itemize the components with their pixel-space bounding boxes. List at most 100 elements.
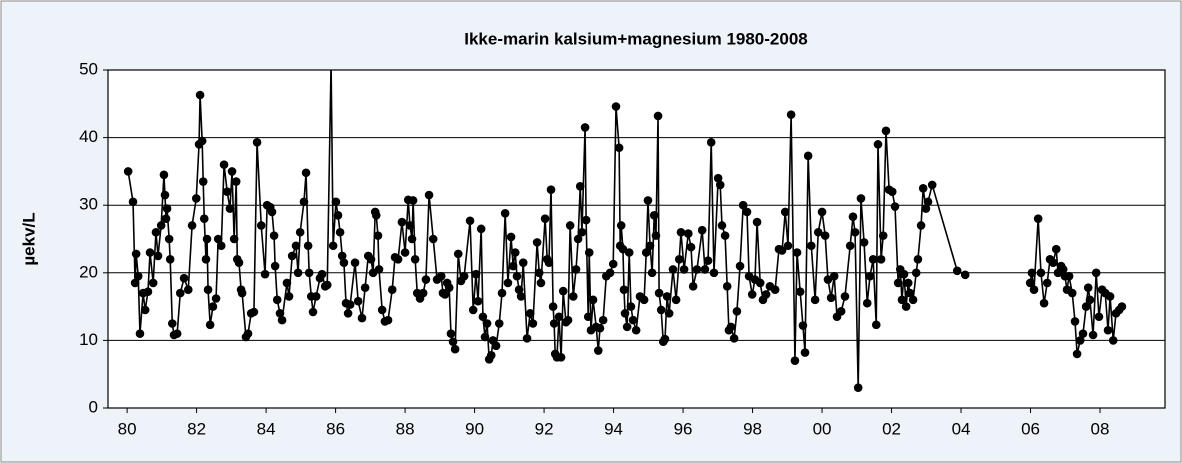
data-point [611,102,621,111]
data-point [494,319,504,328]
data-point [201,254,211,264]
data-point [581,215,591,225]
data-point [817,207,827,217]
x-tick-label: 86 [326,419,345,438]
data-point [282,278,292,288]
data-point [237,288,247,298]
data-point [624,248,634,257]
data-point [229,234,239,244]
data-point [626,302,636,311]
data-point [1029,285,1039,295]
data-point [195,90,205,100]
data-point [548,302,558,311]
data-point [308,307,318,317]
data-point [284,292,294,301]
data-point [128,197,138,207]
x-tick-label: 92 [535,419,554,438]
data-point [317,269,327,279]
data-point [643,196,653,205]
data-point [337,251,347,261]
data-point [225,204,235,213]
data-point [231,177,241,186]
data-point [859,238,869,247]
data-point [514,285,524,295]
data-point [890,202,900,211]
data-point [373,231,383,240]
data-point [1042,278,1052,288]
data-point [901,302,911,311]
data-point [656,305,666,315]
data-point [664,309,674,318]
data-point [345,300,355,309]
data-point [679,265,689,274]
x-tick-label: 04 [952,419,971,438]
data-point [187,221,197,230]
data-point [135,329,145,338]
data-point [400,248,410,257]
data-point [287,251,297,261]
data-point [333,211,343,220]
data-point [786,110,796,119]
data-point [418,288,428,298]
data-point [878,231,888,240]
data-point [473,296,483,306]
data-point [1036,268,1046,278]
data-point [893,278,903,288]
data-point [752,217,762,227]
data-point [446,329,456,338]
data-point [853,383,863,393]
data-point [497,288,507,298]
data-point [518,258,528,267]
data-point [908,295,918,305]
data-point [133,271,143,281]
data-point [717,221,727,230]
data-point [277,315,287,325]
data-point [512,271,522,281]
y-tick-label: 20 [79,262,98,281]
data-point [421,275,431,284]
data-point [676,227,686,237]
data-point [162,204,172,213]
data-point [164,234,174,244]
x-tick-label: 00 [813,419,832,438]
data-point [952,266,962,276]
data-point [960,270,970,280]
data-point [234,258,244,267]
data-point [584,248,594,257]
data-point [813,227,823,237]
x-tick-label: 02 [882,419,901,438]
data-point [227,167,237,176]
data-point [803,151,813,161]
data-point [810,295,820,305]
data-point [387,285,397,295]
data-point [735,261,745,271]
data-point [216,241,226,251]
data-point [476,224,486,234]
data-point [563,315,573,325]
data-point [123,167,133,176]
data-point [486,350,496,360]
data-point [806,241,816,251]
data-point [554,312,564,322]
x-tick-label: 90 [465,419,484,438]
x-tick-label: 82 [187,419,206,438]
data-point [183,285,193,295]
data-point [595,323,605,333]
data-point [709,268,719,278]
data-point [267,207,277,217]
data-point [534,268,544,278]
data-point [647,268,657,278]
data-point [790,356,800,365]
data-point [197,136,207,146]
data-point [1083,283,1093,292]
data-point [532,238,542,247]
data-point [1103,325,1113,335]
data-point [1058,265,1068,274]
data-point [243,329,253,338]
data-point [645,241,655,251]
data-point [598,315,608,325]
data-point [918,184,928,193]
data-point [1025,278,1035,288]
data-point [397,217,407,227]
